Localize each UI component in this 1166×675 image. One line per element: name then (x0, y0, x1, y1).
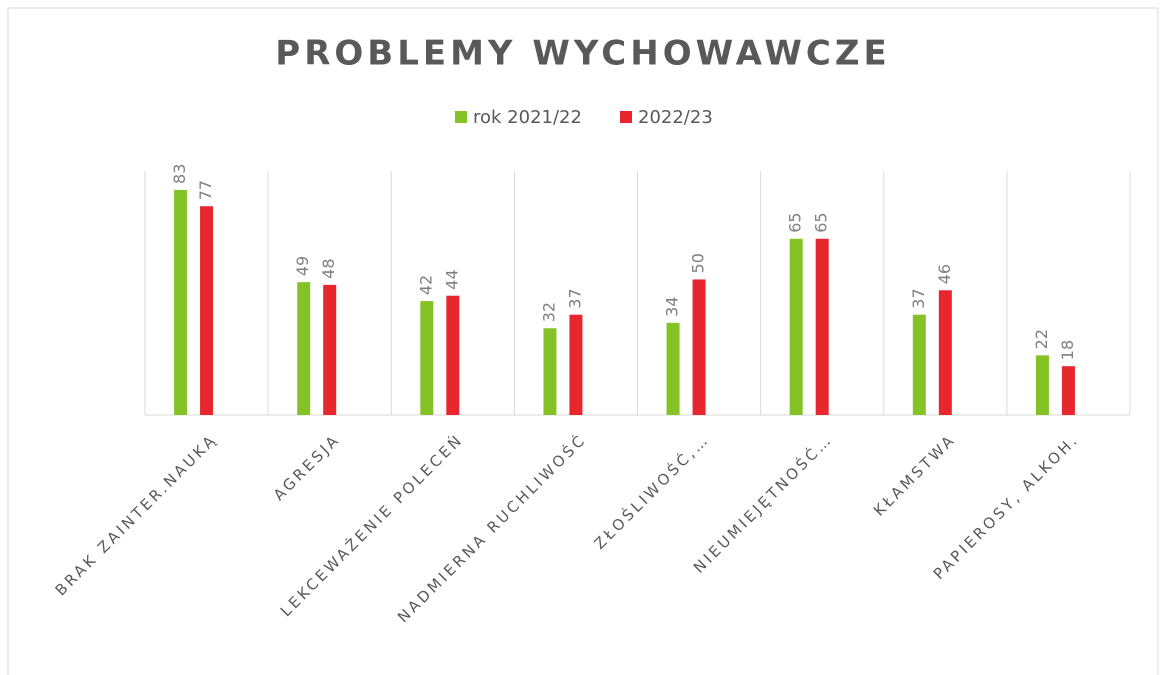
bar (174, 189, 188, 415)
value-label: 22 (1032, 329, 1051, 349)
value-label: 37 (565, 288, 584, 308)
bar (1035, 355, 1049, 415)
chart-border (7, 7, 1159, 675)
value-label: 32 (539, 302, 558, 322)
bar (692, 279, 706, 415)
chart-title: PROBLEMY WYCHOWAWCZE (275, 34, 890, 74)
value-label: 77 (196, 180, 215, 200)
bar (938, 290, 952, 415)
bar (1061, 366, 1075, 415)
legend-label: rok 2021/22 (473, 107, 582, 128)
value-label: 46 (935, 264, 954, 284)
bar (420, 301, 434, 415)
value-label: 65 (812, 212, 831, 232)
bar (446, 295, 460, 415)
value-label: 65 (786, 212, 805, 232)
value-label: 37 (909, 288, 928, 308)
value-label: 83 (170, 164, 189, 184)
bar (569, 314, 583, 415)
legend-label: 2022/23 (638, 107, 713, 128)
legend-swatch (620, 111, 632, 123)
value-label: 18 (1058, 340, 1077, 360)
bar (323, 284, 337, 415)
bar (297, 282, 311, 415)
bar (666, 322, 680, 415)
value-label: 49 (293, 256, 312, 276)
bar (200, 206, 214, 415)
bar (543, 328, 557, 415)
legend-swatch (455, 111, 467, 123)
value-label: 34 (663, 296, 682, 316)
bar (815, 238, 829, 415)
bar (789, 238, 803, 415)
bar (912, 314, 926, 415)
value-label: 48 (319, 259, 338, 279)
value-label: 44 (442, 269, 461, 289)
value-label: 42 (416, 275, 435, 295)
value-label: 50 (689, 253, 708, 273)
